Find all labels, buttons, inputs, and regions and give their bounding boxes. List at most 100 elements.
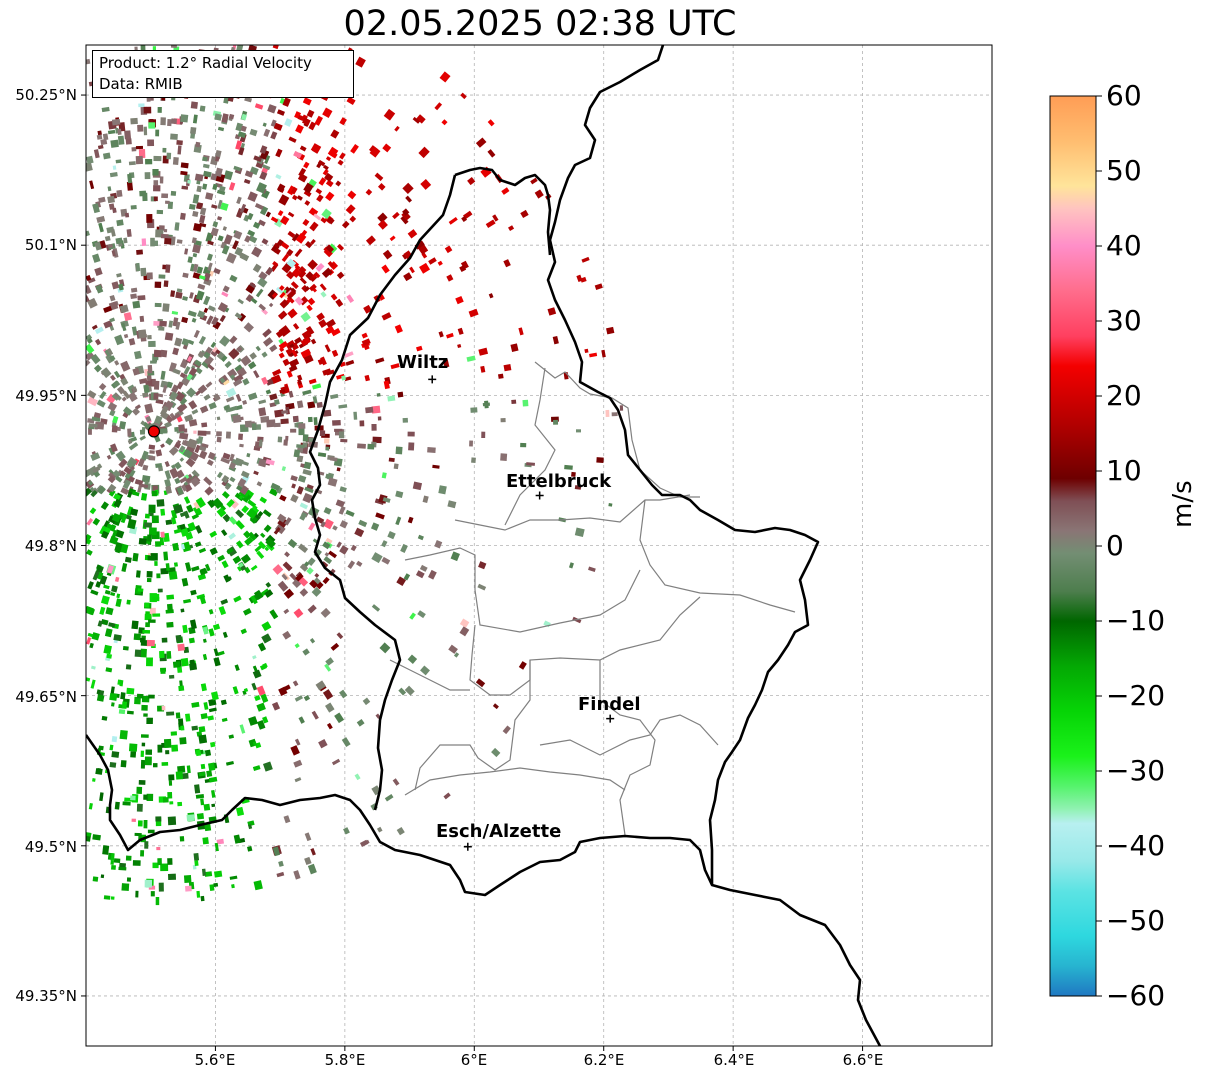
velocity-pixel [444,245,453,254]
velocity-pixel [307,259,318,271]
velocity-pixel [141,704,148,711]
velocity-pixel [178,718,184,728]
velocity-pixel [135,890,139,898]
velocity-pixel [148,340,156,347]
velocity-pixel [335,180,342,187]
velocity-pixel [260,693,269,703]
velocity-pixel [264,155,271,165]
velocity-pixel [111,865,116,870]
velocity-pixel [417,610,426,619]
velocity-pixel [191,408,199,415]
velocity-pixel [109,355,116,362]
velocity-pixel [203,272,211,282]
velocity-pixel [213,393,221,402]
velocity-pixel [137,820,143,827]
velocity-pixel [181,577,189,587]
velocity-pixel [459,618,470,628]
velocity-pixel [293,759,303,768]
velocity-pixel [439,71,451,83]
velocity-pixel [407,516,414,524]
velocity-pixel [146,571,153,578]
velocity-pixel [199,405,209,414]
velocity-pixel [297,374,303,381]
velocity-pixel [93,364,102,373]
velocity-pixel [374,172,384,182]
velocity-pixel [253,470,259,476]
velocity-pixel [152,862,159,869]
velocity-pixel [120,377,129,386]
velocity-pixel [168,446,179,456]
velocity-pixel [223,405,230,411]
velocity-pixel [200,763,206,770]
velocity-pixel [230,458,241,466]
velocity-pixel [213,657,221,667]
velocity-pixel [216,436,222,443]
velocity-pixel [219,504,227,511]
velocity-pixel [313,577,321,585]
velocity-pixel [236,367,247,378]
velocity-pixel [475,678,486,688]
velocity-pixel [434,540,443,549]
velocity-pixel [245,294,254,303]
velocity-pixel [296,444,305,449]
velocity-pixel [326,216,335,225]
velocity-pixel [309,579,319,589]
velocity-pixel [130,751,137,758]
velocity-pixel [234,312,243,320]
velocity-pixel [168,391,179,402]
velocity-pixel [310,238,316,245]
velocity-pixel [101,715,108,721]
velocity-pixel [144,602,150,608]
velocity-pixel [480,365,486,373]
velocity-pixel [121,562,128,573]
velocity-pixel [114,360,120,366]
velocity-pixel [453,652,460,658]
velocity-pixel [330,129,340,139]
velocity-pixel [273,122,283,131]
velocity-pixel [243,688,249,693]
velocity-pixel [255,288,264,298]
velocity-pixel [224,360,232,369]
velocity-pixel [404,685,415,696]
velocity-pixel [263,761,273,772]
velocity-pixel [156,393,164,398]
velocity-pixel [168,774,175,781]
velocity-pixel [181,772,189,780]
velocity-pixel [339,520,348,529]
velocity-pixel [187,355,193,362]
velocity-pixel [160,117,166,126]
velocity-pixel [89,608,95,616]
velocity-pixel [520,209,529,219]
velocity-pixel [317,452,327,458]
velocity-pixel [86,58,91,65]
velocity-pixel [143,713,148,717]
velocity-pixel [303,461,312,470]
velocity-pixel [212,320,221,330]
velocity-pixel [295,124,304,134]
velocity-pixel [244,536,254,546]
velocity-pixel [253,880,263,891]
velocity-pixel [140,648,147,658]
velocity-pixel [86,343,95,354]
velocity-pixel [250,564,258,571]
velocity-pixel [207,451,216,460]
velocity-pixel [147,555,156,561]
velocity-pixel [302,97,312,106]
velocity-pixel [131,407,141,416]
velocity-pixel [203,170,212,178]
colorbar-tick-label: 0 [1106,529,1124,562]
velocity-pixel [197,283,206,290]
velocity-pixel [388,457,395,463]
velocity-pixel [427,447,436,453]
velocity-pixel [475,137,487,148]
velocity-pixel [298,423,306,429]
velocity-pixel [315,188,323,195]
velocity-pixel [158,326,165,331]
velocity-pixel [223,170,234,181]
velocity-pixel [111,118,121,126]
velocity-pixel [151,491,157,497]
velocity-pixel [240,460,249,466]
velocity-pixel [291,194,298,201]
velocity-pixel [208,776,218,783]
velocity-pixel [175,321,181,330]
